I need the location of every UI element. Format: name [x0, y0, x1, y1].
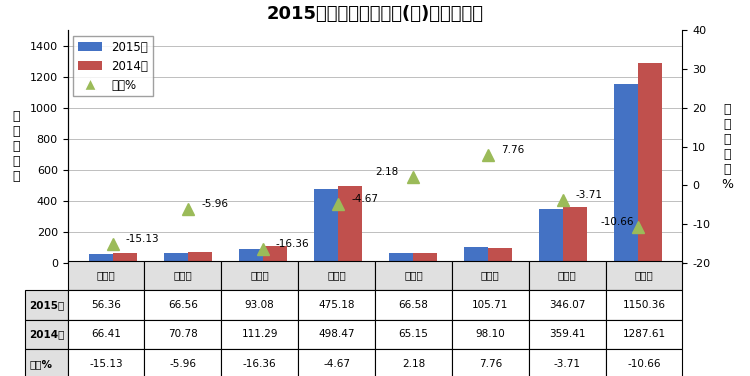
Text: -5.96: -5.96 [201, 199, 228, 209]
Bar [188, 252, 211, 263]
Bar [562, 207, 586, 263]
Legend: 2015年, 2014年, 同比%: 2015年, 2014年, 同比% [74, 36, 153, 96]
Bar [338, 186, 362, 263]
Title: 2015年主要耐材生产省(市)产量及增幅: 2015年主要耐材生产省(市)产量及增幅 [266, 5, 484, 23]
Bar [638, 63, 662, 263]
Text: -15.13: -15.13 [126, 234, 160, 244]
Text: -10.66: -10.66 [600, 217, 634, 227]
Y-axis label: 产
量
／
万
吨: 产 量 ／ 万 吨 [12, 110, 20, 183]
Bar [262, 246, 286, 263]
Bar [112, 253, 136, 263]
Bar [464, 247, 488, 263]
Bar [413, 253, 436, 263]
Bar [88, 255, 112, 263]
Text: 7.76: 7.76 [501, 146, 524, 155]
Bar [164, 253, 188, 263]
Bar [388, 253, 412, 263]
Text: -16.36: -16.36 [276, 239, 310, 249]
Y-axis label: 同
比
增
幅
／
%: 同 比 增 幅 ／ % [721, 103, 733, 191]
Bar [314, 190, 338, 263]
Bar [538, 209, 562, 263]
Text: -3.71: -3.71 [576, 190, 603, 200]
Bar [238, 249, 262, 263]
Bar [614, 85, 638, 263]
Text: 2.18: 2.18 [376, 167, 399, 177]
Bar [488, 248, 512, 263]
Text: -4.67: -4.67 [351, 194, 378, 204]
